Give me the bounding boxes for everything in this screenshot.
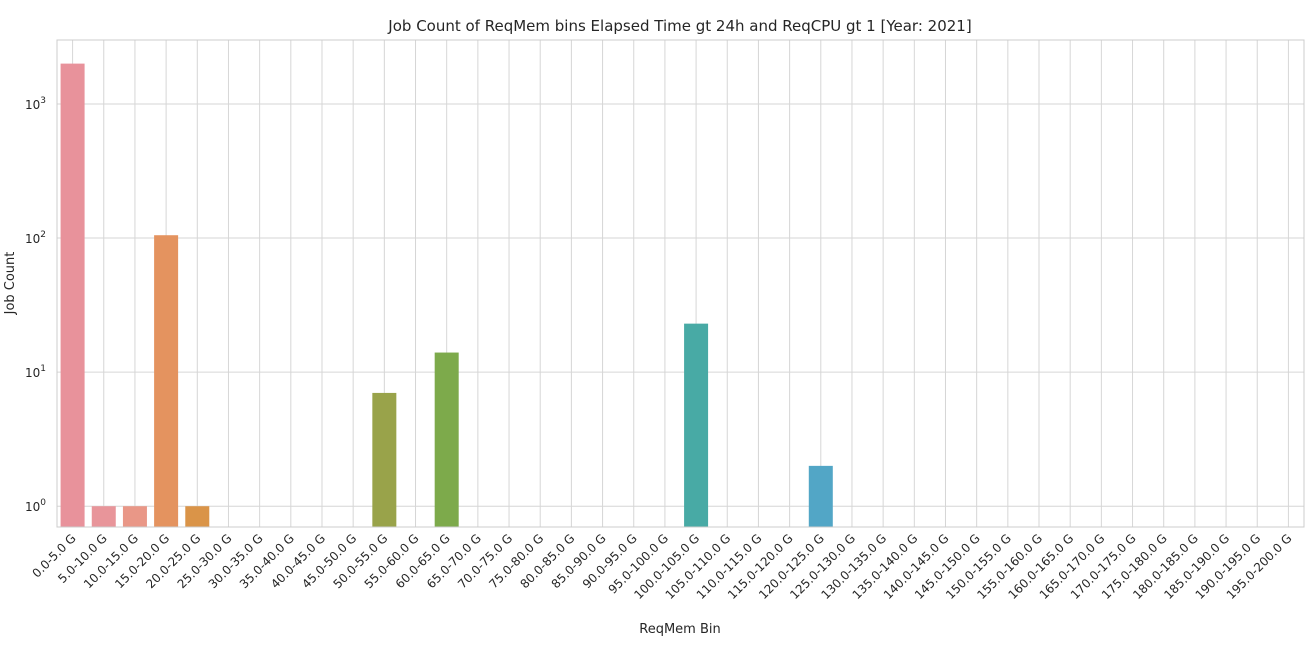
y-tick-label: 100 bbox=[25, 498, 46, 514]
bar bbox=[808, 465, 833, 527]
y-tick-label: 103 bbox=[25, 96, 46, 112]
y-tick-label: 102 bbox=[25, 230, 46, 246]
grid bbox=[57, 40, 1304, 527]
bar bbox=[154, 235, 179, 528]
y-tick-labels: 100 101 102 103 bbox=[25, 96, 46, 514]
x-axis-label: ReqMem Bin bbox=[639, 622, 720, 637]
plot-frame bbox=[56, 39, 1305, 528]
bar bbox=[60, 63, 85, 527]
chart-title: Job Count of ReqMem bins Elapsed Time gt… bbox=[387, 17, 971, 35]
bar bbox=[185, 506, 210, 527]
bar bbox=[122, 506, 147, 527]
bars bbox=[60, 63, 833, 528]
y-axis-label: Job Count bbox=[3, 252, 18, 316]
y-tick-label: 101 bbox=[25, 364, 46, 380]
bar bbox=[434, 352, 459, 527]
bar bbox=[372, 392, 397, 527]
x-tick-labels: 0.0-5.0 G5.0-10.0 G10.0-15.0 G15.0-20.0 … bbox=[29, 531, 1294, 602]
bar bbox=[684, 323, 709, 527]
bar bbox=[91, 506, 116, 527]
